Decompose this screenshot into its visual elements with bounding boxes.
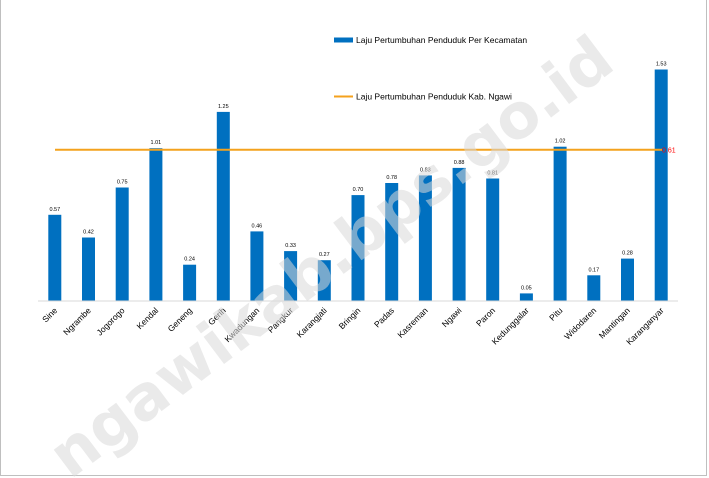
bar bbox=[553, 146, 567, 301]
x-tick-label: Padas bbox=[372, 305, 396, 329]
legend: Laju Pertumbuhan Penduduk Per Kecamatan L… bbox=[334, 35, 527, 102]
x-tick-label: Mantingan bbox=[597, 305, 632, 340]
reference-line-layer: 0.61 bbox=[55, 148, 676, 155]
legend-label-bar: Laju Pertumbuhan Penduduk Per Kecamatan bbox=[356, 35, 527, 45]
x-tick-label: Pitu bbox=[547, 305, 565, 323]
bar bbox=[519, 293, 533, 301]
data-label: 0.24 bbox=[184, 257, 195, 263]
bar bbox=[452, 167, 466, 301]
data-label: 0.75 bbox=[117, 180, 128, 186]
x-tick-label: Widodaren bbox=[562, 305, 598, 341]
bar bbox=[250, 231, 264, 301]
x-tick-label: Kendal bbox=[135, 305, 161, 331]
bar bbox=[183, 264, 197, 301]
bar bbox=[317, 260, 331, 301]
data-label: 0.46 bbox=[252, 223, 263, 229]
data-label: 1.25 bbox=[218, 104, 229, 110]
bar bbox=[48, 214, 62, 301]
bar bbox=[418, 175, 432, 301]
bar bbox=[385, 183, 399, 301]
bar bbox=[621, 258, 634, 301]
data-label: 0.88 bbox=[454, 160, 465, 166]
legend-label-line: Laju Pertumbuhan Penduduk Kab. Ngawi bbox=[356, 92, 512, 102]
bar bbox=[351, 195, 365, 301]
x-tick-label: Sine bbox=[40, 305, 59, 324]
data-label: 1.02 bbox=[555, 139, 566, 145]
bar bbox=[149, 148, 163, 301]
bar bbox=[216, 111, 230, 302]
x-tick-label: Kasreman bbox=[395, 305, 430, 340]
bar bbox=[115, 187, 129, 301]
x-tick-label: Jogorogo bbox=[94, 305, 126, 337]
bar bbox=[82, 237, 95, 301]
bar bbox=[654, 69, 668, 301]
data-label: 0.78 bbox=[386, 175, 397, 181]
reference-line-label: 0.61 bbox=[662, 148, 676, 155]
x-tick-label: Bringin bbox=[337, 305, 363, 331]
data-label: 0.27 bbox=[319, 252, 330, 258]
x-tick-label: Ngrambe bbox=[61, 305, 93, 337]
bar bbox=[486, 178, 500, 301]
bar bbox=[284, 251, 298, 301]
data-label: 0.42 bbox=[83, 230, 94, 236]
data-label: 0.81 bbox=[487, 171, 498, 177]
data-label: 0.05 bbox=[521, 285, 532, 291]
data-label: 0.17 bbox=[588, 267, 599, 273]
x-tick-label: Ngawi bbox=[440, 305, 464, 329]
data-label: 0.57 bbox=[49, 207, 60, 213]
bar bbox=[587, 275, 601, 301]
data-label: 1.53 bbox=[656, 62, 667, 68]
data-label: 0.70 bbox=[353, 187, 364, 193]
data-label: 0.33 bbox=[285, 243, 296, 249]
data-label: 0.28 bbox=[622, 251, 633, 257]
data-label: 1.01 bbox=[151, 140, 162, 146]
data-label: 0.83 bbox=[420, 167, 431, 173]
legend-swatch-bar bbox=[334, 37, 353, 43]
x-tick-label: Paron bbox=[474, 305, 497, 328]
